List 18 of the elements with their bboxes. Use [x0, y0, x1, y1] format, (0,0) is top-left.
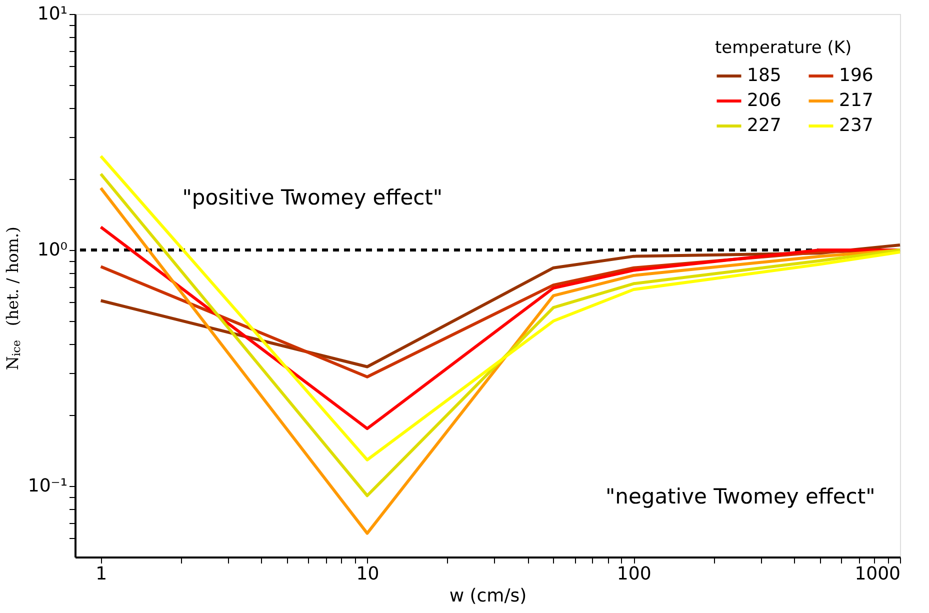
annotation: "positive Twomey effect" [182, 186, 443, 210]
x-axis-title: w (cm/s) [449, 586, 527, 606]
legend-label: 217 [839, 90, 874, 111]
legend-title: temperature (K) [715, 38, 852, 58]
x-tick-label: 100 [616, 564, 652, 584]
y-tick-label: 10¹ [37, 4, 68, 24]
legend-label: 185 [747, 65, 782, 86]
x-tick-label: 1000 [854, 564, 900, 584]
text: Nice (het. / hom.) [3, 226, 23, 370]
y-tick-label: 10⁻¹ [28, 475, 68, 496]
legend-label: 206 [747, 90, 782, 111]
x-tick-label: 10 [356, 564, 380, 584]
legend-label: 196 [839, 65, 874, 86]
y-tick-label: 10⁰ [37, 239, 68, 260]
legend-label: 237 [839, 115, 874, 136]
legend-label: 227 [747, 115, 782, 136]
annotation: "negative Twomey effect" [605, 484, 876, 508]
x-tick-label: 1 [96, 564, 108, 584]
